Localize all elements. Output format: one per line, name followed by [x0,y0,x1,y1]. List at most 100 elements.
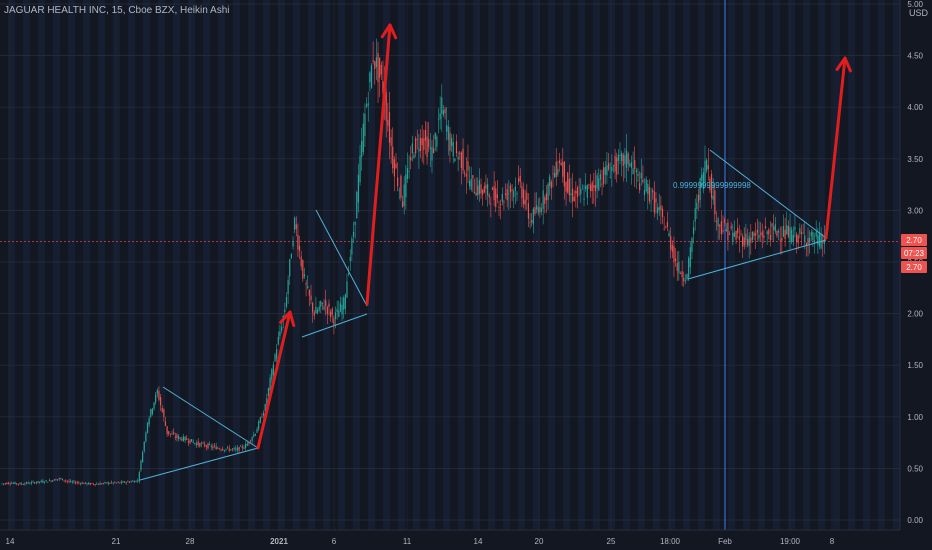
price-candle [361,140,363,157]
price-candle [405,174,407,198]
price-candle [249,440,252,442]
price-candle [272,364,274,376]
price-candle [760,233,762,235]
price-candle [74,482,77,484]
price-candle [124,481,126,483]
price-candle [580,189,582,195]
price-candle [416,139,418,140]
price-candle [771,223,773,227]
price-candle [748,236,750,247]
price-candle [782,226,785,237]
price-candle [287,280,289,294]
price-candle [320,301,322,307]
price-candle [168,431,170,435]
price-candle [217,447,219,449]
price-candle [692,227,695,235]
price-candle [486,184,489,196]
price-candle [468,180,471,187]
price-candle [395,163,397,169]
session-band [293,0,300,530]
session-band [398,0,405,530]
price-label-tag [901,234,927,246]
price-candle [521,186,523,199]
price-candle [451,138,453,147]
price-candle [766,231,768,235]
price-candle [295,224,297,229]
session-band [173,0,180,530]
price-candle [706,159,708,171]
price-candle [146,422,149,433]
price-candle [573,196,575,201]
pennant-upper-line [709,149,827,239]
price-candle [511,189,513,192]
price-candle [375,57,377,68]
session-band [848,0,855,530]
price-candle [276,349,278,359]
symbol-name: JAGUAR HEALTH INC [4,5,107,16]
time-tick-label: 14 [474,537,483,546]
time-tick-label: 20 [535,537,544,546]
price-candle [145,432,147,442]
currency-label[interactable]: USD [908,8,928,18]
price-axis[interactable]: 0.000.501.001.502.002.503.003.504.004.50… [899,0,932,550]
price-label-text: 2.70 [906,263,922,272]
price-candle [390,137,392,146]
title-separator: , [174,5,181,16]
price-candle [797,235,799,244]
price-candle [256,429,258,433]
price-candle [380,64,382,75]
price-candle [362,123,364,153]
session-band [188,0,195,530]
price-candle [627,153,629,164]
price-candle [7,482,10,484]
price-candle [379,57,381,78]
price-candle [565,182,567,192]
forecast-arrow-head [835,56,852,73]
price-candle [418,148,420,152]
price-candle [97,484,100,485]
price-candle [222,448,224,451]
price-candle [114,481,116,483]
price-tick-label: 2.00 [907,310,923,319]
symbol-title[interactable]: JAGUAR HEALTH INC, 15, Cboe BZX, Heikin … [4,5,229,16]
price-candle [240,445,242,447]
price-candle [344,294,346,309]
price-candle [544,197,546,204]
price-candle [537,207,539,213]
price-candle [670,236,672,250]
price-candle [339,303,342,312]
price-candle [645,179,647,192]
price-candle [302,259,304,279]
price-candle [410,157,412,161]
price-candle [457,157,459,160]
price-candle [688,257,690,278]
price-candle [32,481,34,483]
chart-style: Heikin Ashi [180,5,230,16]
price-candle [310,295,312,301]
price-candle [750,237,752,243]
price-candle [663,229,665,231]
time-tick-label: 28 [186,537,195,546]
pennant-upper-line [162,386,259,449]
price-candle [542,190,544,209]
price-candle [377,53,379,83]
price-candle [408,170,410,172]
price-candle [545,193,548,201]
price-candle [423,138,425,150]
price-candle [433,148,435,154]
session-band [563,0,570,530]
price-candle [238,447,240,451]
price-tick-label: 0.00 [907,516,923,525]
price-candle [550,181,552,189]
price-candle [673,246,675,263]
price-candle [444,109,446,114]
price-candle [323,306,325,310]
price-candle [777,231,780,233]
price-candle [192,441,194,443]
price-candle [501,193,503,202]
time-axis[interactable]: 14 21 28 2021 6 11 14 20 25 18:00 Feb 19:00 8 [0,529,900,546]
price-candle [204,444,206,447]
price-candle [424,130,427,141]
session-band [818,0,825,530]
